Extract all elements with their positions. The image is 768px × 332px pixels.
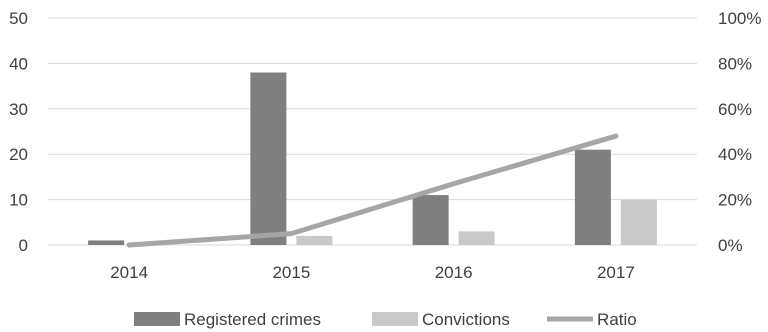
right-tick-label: 100% [718,9,761,28]
x-tick-label: 2017 [597,263,635,282]
right-tick-label: 20% [718,191,752,210]
left-tick-label: 0 [19,236,28,255]
bar-registered-crimes [412,195,449,245]
right-tick-label: 80% [718,54,752,73]
legend-label-registered-crimes: Registered crimes [184,310,321,329]
bar-registered-crimes [88,240,125,245]
x-tick-label: 2016 [435,263,473,282]
bar-registered-crimes [574,149,611,245]
right-tick-label: 0% [718,236,743,255]
left-tick-label: 10 [9,191,28,210]
bar-convictions [458,231,495,245]
right-tick-label: 60% [718,100,752,119]
legend-swatch-convictions [372,312,418,326]
left-axis: 0 10 20 30 40 50 [9,9,28,255]
legend-swatch-registered-crimes [134,312,180,326]
legend-label-ratio: Ratio [597,310,637,329]
ratio-line [126,133,619,248]
x-tick-label: 2014 [110,263,148,282]
left-tick-label: 30 [9,100,28,119]
left-tick-label: 40 [9,54,28,73]
right-tick-label: 40% [718,145,752,164]
bar-registered-crimes [250,72,287,245]
bar-convictions [296,235,333,245]
legend: Registered crimes Convictions Ratio [134,310,637,329]
bars [88,72,657,245]
ratio-line-group [126,133,619,248]
left-tick-label: 50 [9,9,28,28]
left-tick-label: 20 [9,145,28,164]
right-axis: 0% 20% 40% 60% 80% 100% [718,9,761,255]
x-axis: 2014 2015 2016 2017 [110,263,635,282]
bar-convictions [620,199,657,245]
legend-label-convictions: Convictions [422,310,510,329]
x-tick-label: 2015 [272,263,310,282]
